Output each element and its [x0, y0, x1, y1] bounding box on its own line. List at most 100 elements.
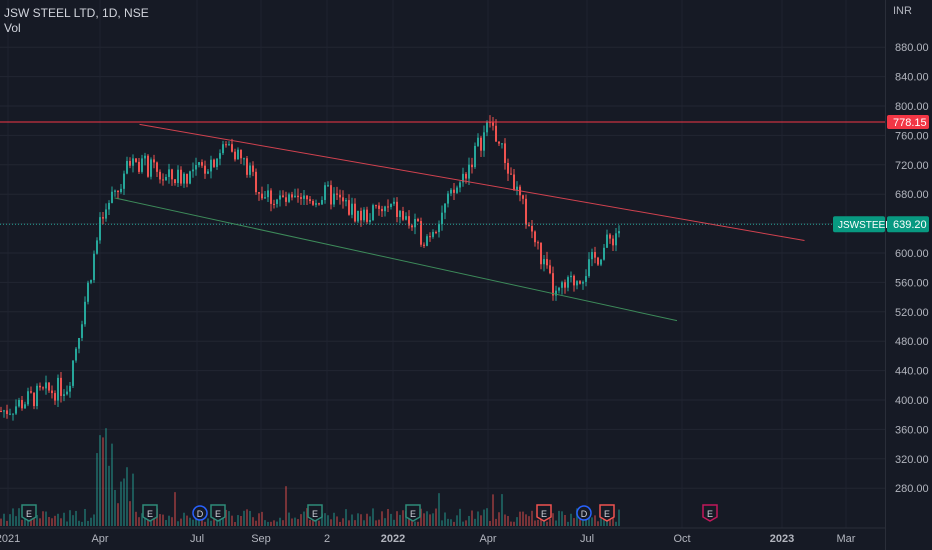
candle-body	[321, 200, 323, 205]
volume-bar	[618, 509, 620, 526]
volume-bar	[426, 511, 428, 526]
candle-body	[15, 406, 17, 414]
candle-body	[135, 158, 137, 162]
candle-body	[201, 162, 203, 166]
volume-bar	[66, 521, 68, 526]
candle-body	[69, 385, 71, 392]
candle-body	[276, 199, 278, 204]
volume-bar	[522, 511, 524, 526]
volume-bar	[480, 515, 482, 526]
volume-bar	[555, 520, 557, 526]
price-tick-label: 800.00	[895, 101, 929, 113]
candle-body	[9, 413, 11, 415]
volume-bar	[615, 521, 617, 526]
candle-body	[444, 203, 446, 213]
candle-body	[345, 200, 347, 202]
candle-body	[513, 174, 515, 191]
candle-body	[546, 259, 548, 266]
candle-body	[279, 195, 281, 200]
volume-bar	[93, 514, 95, 526]
volume-bar	[357, 513, 359, 526]
currency-label[interactable]: INR	[893, 5, 912, 17]
candle-body	[312, 200, 314, 205]
candle-body	[219, 153, 221, 159]
upper-trendline	[139, 123, 805, 241]
volume-bar	[225, 509, 227, 526]
volume-bar	[36, 515, 38, 526]
candle-body	[216, 158, 218, 167]
candle-body	[129, 160, 131, 166]
volume-bar	[588, 512, 590, 526]
ticker-price-tag: JSWSTEEL 639.20	[833, 216, 929, 233]
volume-bar	[42, 511, 44, 526]
event-marker-letter: E	[410, 509, 416, 519]
candle-body	[288, 194, 290, 202]
candle-body	[153, 159, 155, 163]
volume-bar	[57, 513, 59, 526]
earnings-marker-shape	[142, 504, 158, 522]
candle-body	[60, 377, 62, 396]
volume-bar	[108, 465, 110, 526]
volume-bar	[99, 435, 101, 526]
ticker-tag-bg	[833, 216, 885, 233]
volume-bar	[333, 512, 335, 526]
volume-bar	[168, 515, 170, 526]
candle-body	[93, 253, 95, 281]
candle-body	[21, 399, 23, 409]
volume-bar	[375, 520, 377, 526]
volume-bar	[39, 518, 41, 526]
candle-body	[429, 236, 431, 238]
volume-indicator-label[interactable]: Vol	[4, 21, 21, 35]
volume-bar	[534, 520, 536, 526]
volume-bar	[180, 518, 182, 526]
candle-body	[228, 144, 230, 146]
symbol-title[interactable]: JSW STEEL LTD, 1D, NSE	[4, 6, 149, 20]
volume-bar	[531, 510, 533, 526]
earnings-marker-shape	[405, 504, 421, 522]
candle-body	[243, 158, 245, 160]
candle-body	[306, 195, 308, 200]
candle-body	[537, 242, 539, 244]
volume-bar	[327, 515, 329, 526]
candle-body	[48, 382, 50, 391]
volume-bar	[495, 518, 497, 526]
volume-bar	[87, 520, 89, 526]
volume-bar	[540, 518, 542, 526]
candle-body	[405, 216, 407, 220]
volume-bar	[576, 508, 578, 526]
volume-bar	[354, 520, 356, 526]
volume-bar	[285, 486, 287, 526]
candle-body	[453, 189, 455, 193]
candle-body	[417, 219, 419, 222]
candle-body	[483, 132, 485, 151]
volume-bar	[387, 508, 389, 526]
volume-bar	[552, 513, 554, 526]
volume-bar	[351, 514, 353, 526]
candle-body	[285, 197, 287, 202]
candle-body	[84, 301, 86, 325]
earnings-marker: E	[405, 504, 421, 522]
volume-bar	[213, 517, 215, 526]
candle-body	[516, 186, 518, 191]
candle-body	[576, 281, 578, 286]
volume-bar	[159, 514, 161, 526]
volume-bar	[117, 503, 119, 526]
candle-body	[438, 224, 440, 233]
volume-bar	[309, 519, 311, 526]
candle-body	[615, 233, 617, 246]
candle-body	[114, 190, 116, 192]
volume-bar	[474, 518, 476, 526]
candle-body	[480, 137, 482, 151]
candle-body	[270, 190, 272, 204]
volume-bar	[45, 511, 47, 526]
candle-body	[36, 385, 38, 407]
candle-body	[249, 165, 251, 175]
candle-body	[57, 377, 59, 401]
volume-bar	[342, 518, 344, 526]
earnings-marker: E	[210, 504, 226, 522]
resistance-tag-bg	[887, 115, 929, 130]
event-marker-letter: E	[604, 509, 610, 519]
price-tick-label: 320.00	[895, 454, 929, 466]
candle-body	[192, 169, 194, 172]
